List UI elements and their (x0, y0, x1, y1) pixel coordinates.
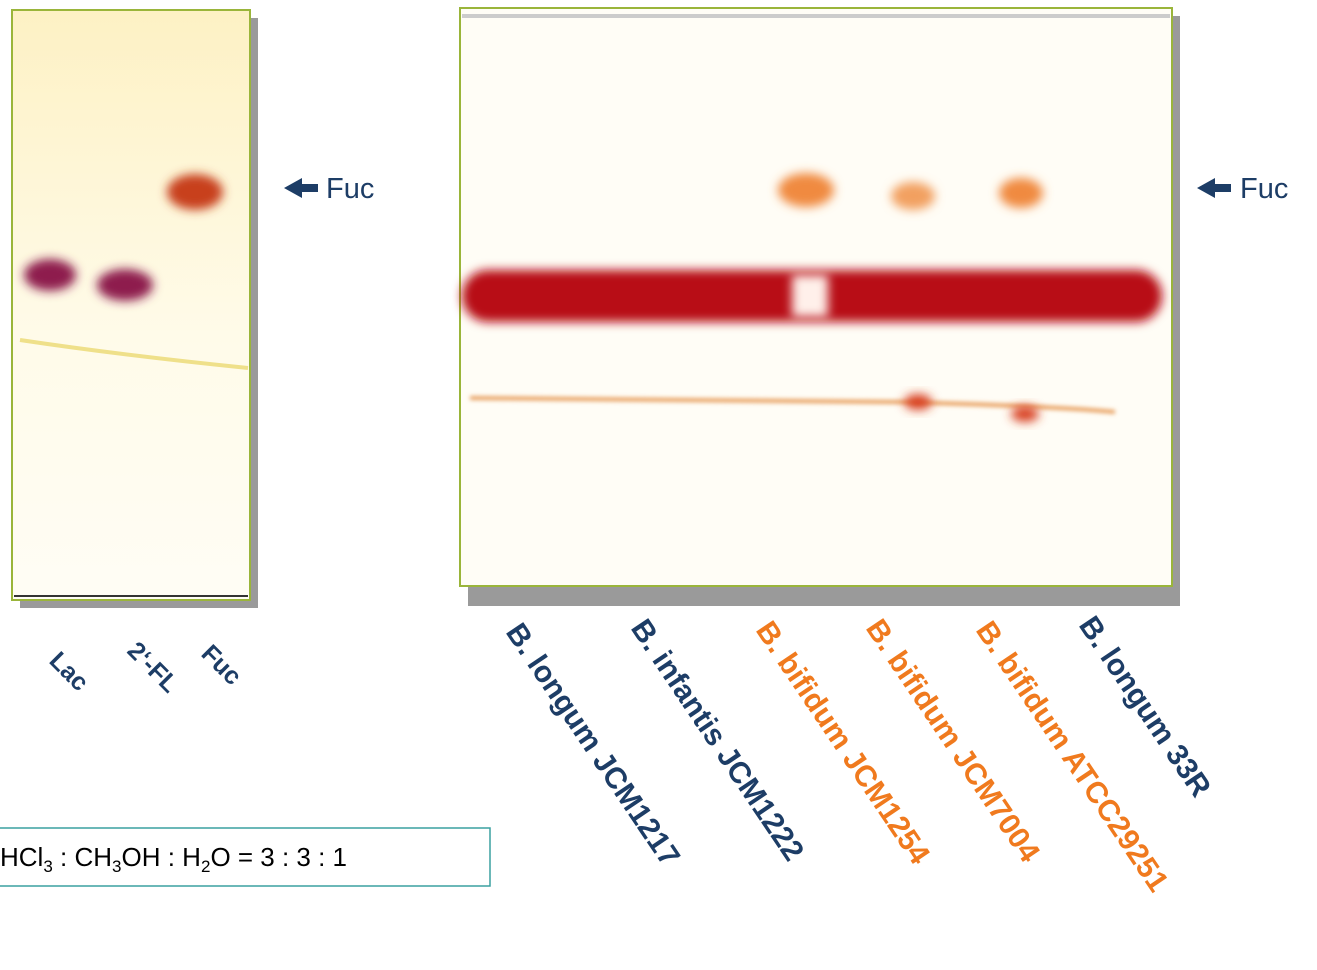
arrow-label: Fuc (326, 173, 374, 205)
solvent-line (469, 396, 1116, 414)
formula-box (0, 827, 491, 887)
formula-part: HCl (0, 842, 43, 872)
formula-part: : CH (53, 842, 112, 872)
gap (792, 275, 828, 317)
spot (904, 394, 932, 410)
arrow (1197, 178, 1231, 198)
spot (24, 259, 76, 291)
lane-label: Lac (44, 646, 94, 696)
solvent-front (19, 338, 249, 370)
formula-part: OH : H (122, 842, 201, 872)
arrow (284, 178, 318, 198)
spot (999, 178, 1043, 208)
tlc-plate (11, 9, 251, 601)
edge (462, 14, 1170, 18)
formula-sub: 3 (112, 857, 121, 876)
lane-label: 2‘-FL (122, 636, 184, 698)
formula-sub: 3 (43, 857, 52, 876)
spot (97, 269, 153, 301)
arrow-label: Fuc (1240, 173, 1288, 205)
spot (1011, 406, 1039, 422)
lane-label: Fuc (196, 639, 247, 690)
formula-part: O = 3 : 3 : 1 (210, 842, 347, 872)
formula-sub: 2 (201, 857, 210, 876)
strain-label: B. bifidum ATCC29251 (969, 615, 1174, 897)
formula: HCl3 : CH3OH : H2O = 3 : 3 : 1 (0, 842, 347, 876)
spot (891, 182, 935, 210)
spot (167, 174, 223, 210)
spot (778, 173, 834, 207)
